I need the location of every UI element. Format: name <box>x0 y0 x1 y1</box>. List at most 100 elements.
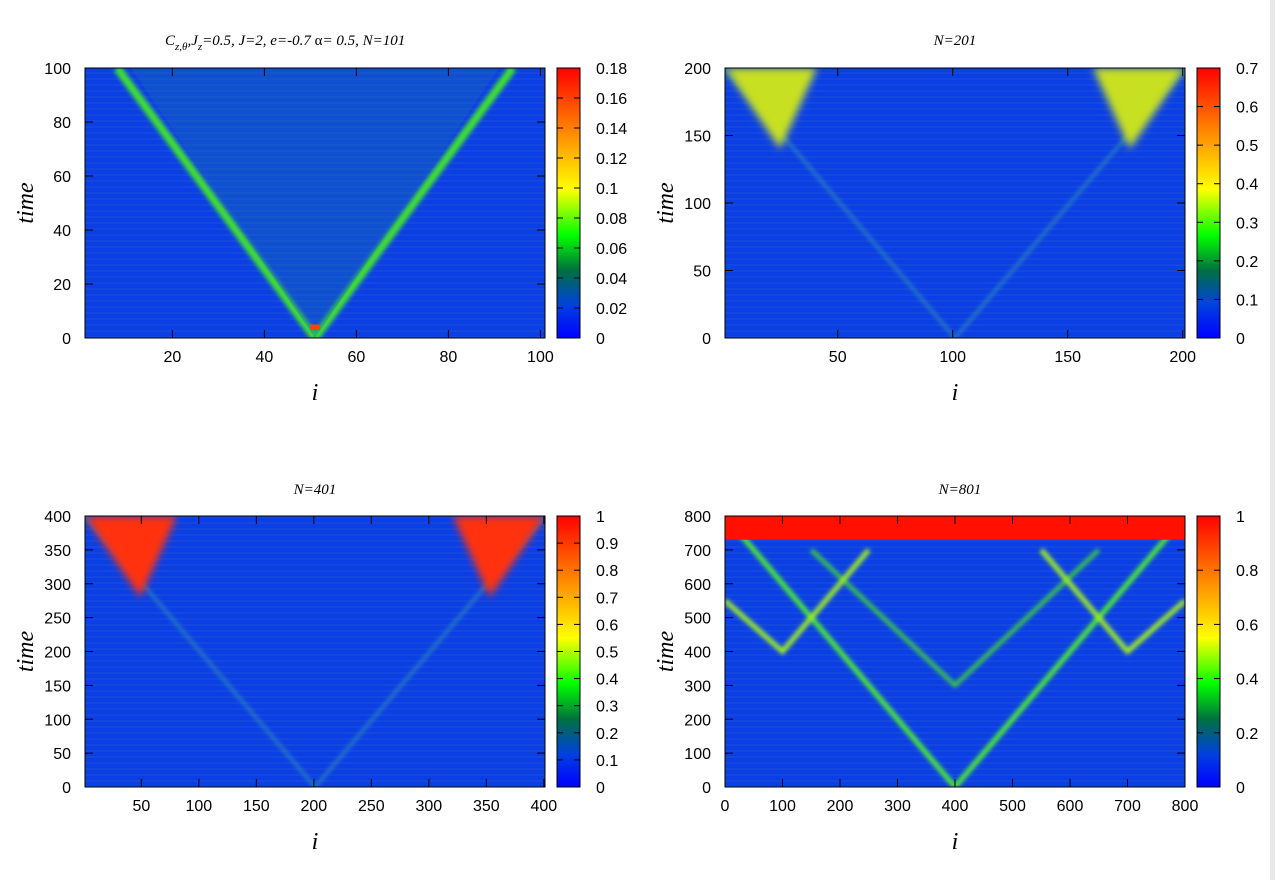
heatmap-image <box>725 516 1185 787</box>
colorbar-tick-label: 0.8 <box>1236 563 1258 580</box>
colorbar <box>1196 515 1221 788</box>
x-tick-label: 200 <box>827 798 854 815</box>
heatmap-panel-n401: 50 100 150 200 250 300 350 400 0 50 100 150 200 250 30… <box>13 509 618 855</box>
x-tick-label: 400 <box>942 798 969 815</box>
x-tick-label: 50 <box>132 798 150 815</box>
light-cone-left-front <box>113 68 319 338</box>
y-tick-label: 700 <box>684 543 711 560</box>
y-tick-label: 0 <box>702 331 711 348</box>
x-axis-label: i <box>952 380 959 406</box>
y-tick-label: 600 <box>684 577 711 594</box>
colorbar-tick-label: 0.16 <box>596 91 627 108</box>
window-scrollbar-edge <box>1270 0 1275 880</box>
x-tick-label: 700 <box>1114 798 1141 815</box>
colorbar-tick-label: 0.7 <box>1236 61 1258 78</box>
colorbar-tick-label: 0 <box>596 331 605 348</box>
colorbar-tick-label: 0.06 <box>596 241 627 258</box>
x-tick-label: 100 <box>527 349 554 366</box>
y-tick-label: 0 <box>62 331 71 348</box>
colorbar-tick-label: 0.4 <box>1236 177 1258 194</box>
y-axis-label: time <box>13 630 39 672</box>
colorbar-tick-label: 0.9 <box>596 536 618 553</box>
y-axis-label: time <box>653 630 679 672</box>
y-axis-label: time <box>653 182 679 224</box>
edge-excitation-left <box>725 68 817 149</box>
colorbar-tick-label: 0.2 <box>1236 726 1258 743</box>
x-tick-label: 350 <box>473 798 500 815</box>
colorbar-tick-label: 0.04 <box>596 271 627 288</box>
y-tick-label: 350 <box>44 543 71 560</box>
y-tick-label: 100 <box>684 746 711 763</box>
x-tick-label: 20 <box>164 349 182 366</box>
x-tick-label: 100 <box>185 798 212 815</box>
y-tick-label: 200 <box>684 712 711 729</box>
colorbar-tick-label: 0.1 <box>1236 292 1258 309</box>
x-tick-label: 80 <box>440 349 458 366</box>
y-tick-label: 150 <box>44 678 71 695</box>
colorbar <box>1196 67 1221 339</box>
heatmap-texture <box>85 516 545 787</box>
y-tick-label: 400 <box>684 645 711 662</box>
x-tick-label: 500 <box>999 798 1026 815</box>
light-cone-right-front <box>953 516 1185 787</box>
origin-peak <box>310 324 320 330</box>
x-tick-label: 60 <box>348 349 366 366</box>
x-tick-label: 100 <box>939 349 966 366</box>
x-tick-label: 150 <box>1054 349 1081 366</box>
heatmap-texture <box>725 516 1185 787</box>
y-tick-label: 200 <box>44 645 71 662</box>
colorbar-tick-label: 0.02 <box>596 301 627 318</box>
y-tick-label: 150 <box>684 129 711 146</box>
colorbar-tick-label: 0.3 <box>596 699 618 716</box>
colorbar <box>556 67 581 339</box>
heatmap-image <box>85 516 545 787</box>
y-tick-label: 200 <box>684 61 711 78</box>
x-tick-label: 40 <box>256 349 274 366</box>
x-tick-label: 200 <box>1169 349 1196 366</box>
heatmap-panel-n201: 50 100 150 200 0 50 100 150 200 i time 0 0.1 0.2 0.3 0.… <box>653 61 1258 406</box>
colorbar-tick-label: 0 <box>596 780 605 797</box>
panel-title-n101: Cz,θ,Jz=0.5, J=2, e=-0.7 α= 0.5, N=101 <box>165 33 405 53</box>
x-tick-label: 300 <box>884 798 911 815</box>
x-tick-label: 0 <box>721 798 730 815</box>
y-axis-label: time <box>13 182 39 224</box>
heatmap-panel-n101: 20 40 60 80 100 0 20 40 60 80 100 i time 0 0.02 0.04 0.0… <box>13 61 627 406</box>
colorbar-tick-label: 0.6 <box>1236 617 1258 634</box>
light-cone-left-front <box>725 516 957 787</box>
x-tick-label: 200 <box>300 798 327 815</box>
colorbar-tick-label: 0.14 <box>596 121 627 138</box>
edge-excitation-left <box>85 516 177 598</box>
x-tick-label: 250 <box>358 798 385 815</box>
right-fronts <box>1039 548 1185 656</box>
inner-fronts <box>809 548 1101 689</box>
colorbar-tick-label: 0.2 <box>596 726 618 743</box>
colorbar-tick-label: 0.18 <box>596 61 627 78</box>
colorbar-tick-label: 0.08 <box>596 211 627 228</box>
colorbar-tick-label: 0.12 <box>596 151 627 168</box>
colorbar-tick-label: 0.4 <box>1236 672 1258 689</box>
y-tick-label: 100 <box>684 196 711 213</box>
x-tick-label: 150 <box>243 798 270 815</box>
colorbar-tick-label: 0.3 <box>1236 215 1258 232</box>
x-tick-label: 100 <box>769 798 796 815</box>
colorbar-tick-label: 0.8 <box>596 563 618 580</box>
y-tick-label: 800 <box>684 509 711 526</box>
y-tick-label: 40 <box>53 223 71 240</box>
light-cone-right-front <box>311 68 517 338</box>
cone-interior <box>131 68 499 338</box>
heatmap-panel-n801: 0 100 200 300 400 500 600 700 800 0 100 200 300 400 50… <box>653 509 1258 855</box>
heatmap-texture <box>725 68 1185 338</box>
x-tick-label: 800 <box>1172 798 1199 815</box>
y-tick-label: 50 <box>693 264 711 281</box>
panel-title-n401: N=401 <box>293 482 337 498</box>
x-axis-label: i <box>952 829 959 855</box>
colorbar-tick-label: 0.5 <box>1236 138 1258 155</box>
x-tick-label: 400 <box>530 798 557 815</box>
heatmap-texture <box>85 68 545 338</box>
heatmap-image <box>85 68 545 338</box>
y-tick-label: 100 <box>44 712 71 729</box>
x-axis-label: i <box>312 380 319 406</box>
y-tick-label: 500 <box>684 611 711 628</box>
colorbar-tick-label: 0.4 <box>596 672 618 689</box>
